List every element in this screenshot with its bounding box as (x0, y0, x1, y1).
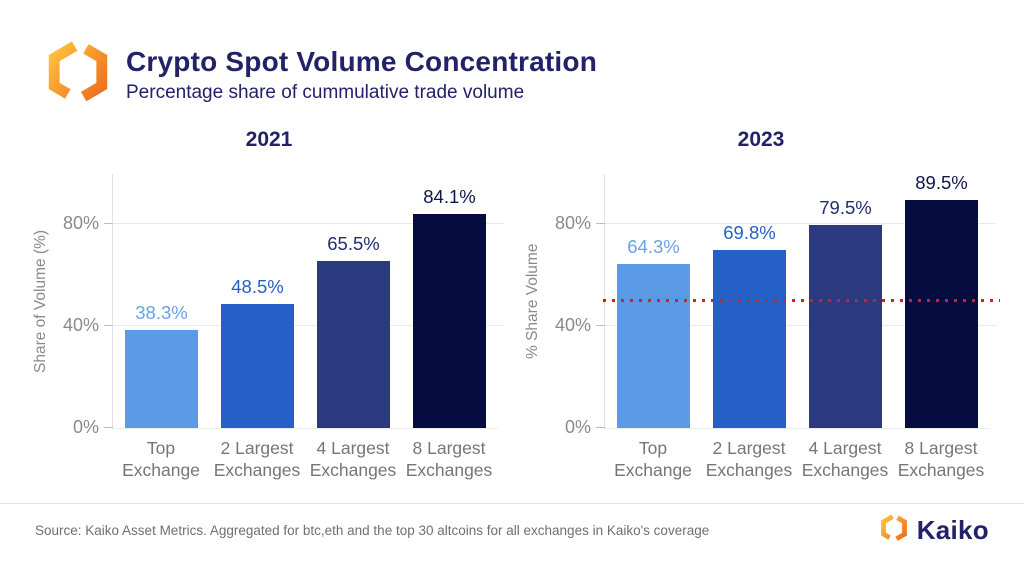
y-tick-label: 40% (62, 315, 99, 335)
bar (221, 304, 294, 428)
chart-body: Share of Volume (%) 38.3% 48.5% 65.5% 84.1%… (28, 174, 510, 481)
kaiko-logo-icon (879, 512, 909, 549)
bar (905, 199, 978, 428)
bar (413, 213, 486, 428)
bar-slot: 69.8% (713, 174, 786, 428)
charts-row: 2021 Share of Volume (%) 38.3% 48.5% 65.5%… (28, 128, 1002, 481)
footer: Source: Kaiko Asset Metrics. Aggregated … (35, 512, 989, 549)
page-title: Crypto Spot Volume Concentration (126, 45, 597, 77)
axis-tick (596, 427, 605, 428)
bar (809, 225, 882, 428)
y-tick-label: 0% (72, 417, 99, 437)
bar-slot: 89.5% (905, 171, 978, 428)
axis-tick (104, 427, 113, 428)
page-subtitle: Percentage share of cummulative trade vo… (126, 81, 525, 103)
plot-area: 64.3% 69.8% 79.5% 89.5% 0% 40% 80% (555, 171, 1000, 437)
bar-slot: 38.3% (125, 174, 198, 428)
gridline (605, 325, 996, 326)
bar-slot: 48.5% (221, 174, 294, 428)
x-tick-label: 8 Largest Exchanges (405, 438, 493, 480)
plot-column: 64.3% 69.8% 79.5% 89.5% 0% 40% 80% Top Exchang… (555, 171, 1000, 481)
plot-area: 38.3% 48.5% 65.5% 84.1% 0% 40% 80% (63, 174, 504, 437)
x-axis-labels: Top Exchange 2 Largest Exchanges 4 Largest Ex… (604, 438, 990, 481)
x-axis-labels: Top Exchange 2 Largest Exchanges 4 Largest Ex… (112, 438, 498, 481)
bar (713, 250, 786, 428)
gridline (113, 223, 504, 224)
bars-group: 38.3% 48.5% 65.5% 84.1% (113, 174, 498, 428)
reference-line (603, 298, 1000, 302)
x-tick-label: Top Exchange (122, 438, 200, 480)
bar-value-label: 48.5% (231, 276, 284, 298)
header: Crypto Spot Volume Concentration Percent… (44, 36, 597, 113)
bar (617, 264, 690, 428)
axis-tick (104, 325, 113, 326)
axis-tick (596, 325, 605, 326)
x-tick-label: 2 Largest Exchanges (213, 438, 301, 480)
bar-value-label: 79.5% (819, 197, 872, 219)
bar-value-label: 64.3% (627, 236, 680, 258)
bar-slot: 79.5% (809, 174, 882, 428)
y-tick-label: 0% (564, 417, 591, 437)
bar-slot: 64.3% (617, 174, 690, 428)
x-tick-label: 8 Largest Exchanges (897, 438, 985, 480)
chart-2023: 2023 % Share Volume 64.3% 69.8% 79.5% 89.5%… (520, 128, 1002, 481)
bar-value-label: 89.5% (915, 171, 968, 193)
y-tick-label: 40% (554, 315, 591, 335)
bar-slot: 65.5% (317, 174, 390, 428)
gridline (605, 223, 996, 224)
y-tick-label: 80% (554, 213, 591, 233)
x-tick-label: 4 Largest Exchanges (309, 438, 397, 480)
brand-name: Kaiko (916, 515, 989, 545)
bar-value-label: 65.5% (327, 232, 380, 254)
bar (317, 260, 390, 428)
x-tick-label: 4 Largest Exchanges (801, 438, 889, 480)
kaiko-logo-icon (44, 36, 112, 113)
gridline (113, 325, 504, 326)
footer-divider (0, 503, 1024, 504)
bar (125, 330, 198, 428)
chart-body: % Share Volume 64.3% 69.8% 79.5% 89.5% 0% 40… (520, 171, 1002, 481)
bar-value-label: 69.8% (723, 222, 776, 244)
chart-2021: 2021 Share of Volume (%) 38.3% 48.5% 65.5%… (28, 128, 510, 481)
bar-value-label: 38.3% (135, 302, 188, 324)
plot-column: 38.3% 48.5% 65.5% 84.1% 0% 40% 80% Top Exchang… (63, 174, 504, 481)
bar-value-label: 84.1% (423, 185, 476, 207)
chart-title-2021: 2021 (245, 128, 293, 151)
chart-title-2023: 2023 (737, 128, 785, 151)
brand-lockup: Kaiko (879, 512, 989, 549)
bars-group: 64.3% 69.8% 79.5% 89.5% (605, 171, 990, 428)
x-tick-label: Top Exchange (614, 438, 692, 480)
x-tick-label: 2 Largest Exchanges (705, 438, 793, 480)
axis-tick (104, 223, 113, 224)
y-tick-label: 80% (62, 213, 99, 233)
axis-tick (596, 223, 605, 224)
bar-slot: 84.1% (413, 174, 486, 428)
source-note: Source: Kaiko Asset Metrics. Aggregated … (35, 523, 710, 538)
